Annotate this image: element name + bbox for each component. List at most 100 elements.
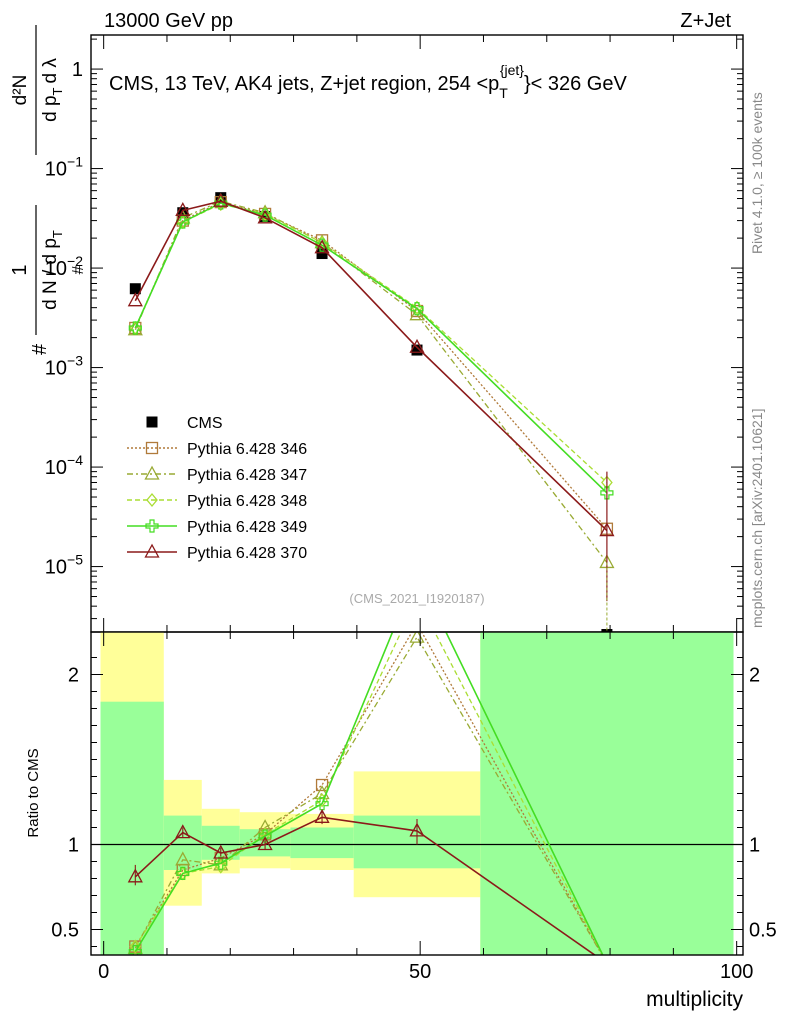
- ratio-point: [128, 945, 142, 955]
- data-point: [259, 206, 271, 221]
- header-right-label: Z+Jet: [680, 10, 731, 32]
- series-2: [127, 192, 615, 569]
- series-0: [129, 192, 613, 634]
- legend-marker: [144, 465, 160, 480]
- legend-label: Pythia 6.428 347: [187, 467, 307, 484]
- mcplots-label: mcplots.cern.ch [arXiv:2401.10621]: [749, 409, 765, 628]
- data-point: [411, 344, 423, 356]
- legend-entry-4: Pythia 6.428 349: [127, 519, 307, 536]
- uncertainty-band-stat: [100, 701, 164, 955]
- x-axis-label: multiplicity: [646, 988, 743, 1011]
- data-point: [127, 292, 143, 307]
- ratio-line-2: [134, 632, 604, 955]
- chart-title: CMS, 13 TeV, AK4 jets, Z+jet region, 254…: [109, 62, 627, 101]
- ratio-point: [176, 866, 190, 880]
- ratio-panel: 0.5 0.5 1 1 2 2 0 50 100: [51, 631, 777, 983]
- legend-marker: [146, 492, 158, 508]
- legend-marker: [145, 441, 159, 455]
- uncertainty-band-stat: [290, 827, 354, 859]
- x-tick-label: 50: [409, 961, 431, 983]
- ratio-point: [213, 844, 229, 859]
- legend-label: Pythia 6.428 346: [187, 441, 307, 458]
- data-point: [409, 306, 425, 321]
- x-tick-label: 0: [98, 961, 109, 983]
- analysis-watermark: (CMS_2021_I1920187): [349, 591, 484, 606]
- data-point: [176, 215, 190, 229]
- legend-marker: [144, 543, 160, 558]
- ratio-y-axis-label: Ratio to CMS: [25, 748, 42, 837]
- ratio-line-3: [134, 632, 604, 955]
- ratio-y-tick-label: 1: [68, 835, 79, 857]
- ratio-y-tick-label-right: 2: [749, 665, 760, 687]
- ratio-point: [314, 785, 330, 800]
- data-point: [316, 248, 328, 260]
- ratio-plot-area: [91, 632, 743, 955]
- main-plot-area: [127, 192, 615, 634]
- ratio-x-axis: 0 50 100: [98, 632, 753, 983]
- main-frame: [90, 34, 744, 633]
- legend-marker: [146, 416, 158, 428]
- data-point: [177, 207, 189, 219]
- series-line: [134, 200, 608, 532]
- legend-entry-5: Pythia 6.428 370: [127, 543, 307, 562]
- main-y-tick-label: 10−2: [45, 253, 83, 280]
- main-y-tick-label: 10−1: [45, 154, 83, 181]
- ratio-point: [214, 856, 228, 870]
- ratio-y-tick-label: 2: [68, 665, 79, 687]
- data-point: [410, 302, 424, 316]
- legend-entry-3: Pythia 6.428 348: [127, 492, 307, 510]
- legend-entry-2: Pythia 6.428 347: [127, 465, 307, 484]
- data-point: [175, 202, 191, 217]
- data-point: [257, 209, 273, 224]
- data-point: [128, 321, 142, 335]
- x-tick-label: 100: [720, 961, 753, 983]
- svg-text:d pTd λ: d pTd λ: [40, 58, 65, 122]
- data-point: [214, 196, 228, 210]
- series-line: [134, 202, 608, 494]
- data-point: [600, 486, 614, 500]
- data-point: [409, 338, 425, 353]
- data-point: [259, 210, 271, 222]
- main-y-axis: 1 10−1 10−2 10−3 10−4 10−5: [45, 38, 743, 620]
- ratio-y-tick-label-right: 0.5: [749, 920, 777, 942]
- main-y-tick-label: 1: [72, 59, 83, 81]
- ratio-y-axis: 0.5 0.5 1 1 2 2: [51, 657, 777, 947]
- legend-entry-0: CMS: [146, 415, 223, 432]
- legend-entry-1: Pythia 6.428 346: [127, 441, 307, 458]
- ratio-y-tick-label: 0.5: [51, 920, 79, 942]
- legend-marker: [145, 519, 159, 533]
- main-panel: 1 10−1 10−2 10−3 10−4 10−5 CMS, 13 TeV, AK4 j…: [45, 34, 744, 634]
- svg-text:1: 1: [9, 264, 31, 275]
- main-y-tick-label: 10−3: [45, 353, 83, 380]
- data-point: [213, 192, 229, 207]
- data-point: [314, 239, 330, 254]
- ratio-point: [315, 778, 329, 792]
- legend-label: Pythia 6.428 348: [187, 493, 307, 510]
- series-5: [127, 192, 615, 537]
- ratio-y-tick-label-right: 1: [749, 835, 760, 857]
- ratio-point: [315, 797, 329, 811]
- svg-text:d N / d pT: d N / d pT: [40, 230, 65, 310]
- svg-text:d²N: d²N: [10, 75, 31, 106]
- main-y-axis-label: 1 d N / d pT # # d²N d pTd λ: [9, 25, 87, 355]
- svg-text:#: #: [29, 343, 51, 355]
- legend-label: CMS: [187, 415, 223, 432]
- rivet-version-label: Rivet 4.1.0, ≥ 100k events: [749, 92, 765, 254]
- series-4: [128, 196, 614, 500]
- main-x-ticks: [103, 35, 738, 632]
- ratio-point: [257, 819, 273, 834]
- data-point: [129, 283, 141, 295]
- ratio-point: [316, 793, 328, 808]
- main-y-tick-label: 10−4: [45, 452, 83, 479]
- ratio-point: [175, 851, 191, 866]
- svg-text:#: #: [70, 265, 87, 274]
- ratio-series: [127, 632, 604, 955]
- uncertainty-band-stat: [480, 632, 734, 955]
- ratio-point: [129, 939, 142, 954]
- main-y-tick-label: 10−5: [45, 552, 83, 579]
- header-left-label: 13000 GeV pp: [104, 10, 233, 32]
- legend-label: Pythia 6.428 349: [187, 519, 307, 536]
- legend-label: Pythia 6.428 370: [187, 545, 307, 562]
- legend: CMS Pythia 6.428 346 Pythia 6.428 347 Pythi…: [127, 415, 307, 562]
